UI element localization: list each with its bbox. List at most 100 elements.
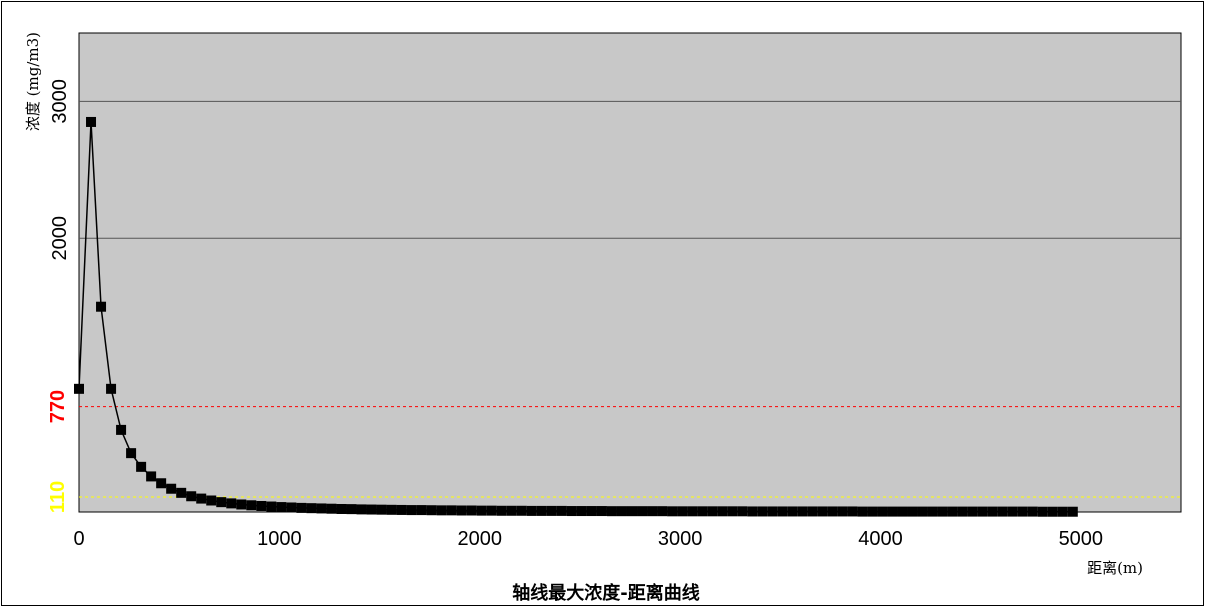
data-point bbox=[126, 448, 137, 459]
data-point bbox=[647, 506, 658, 517]
data-point bbox=[777, 506, 788, 517]
data-point bbox=[406, 505, 417, 516]
x-axis-label: 距离(m) bbox=[1087, 559, 1143, 577]
reference-label: 770 bbox=[47, 390, 69, 423]
data-point bbox=[196, 493, 207, 504]
data-point bbox=[1037, 506, 1048, 517]
data-point bbox=[136, 461, 147, 472]
data-point bbox=[476, 505, 487, 516]
series-layer bbox=[74, 116, 1078, 517]
data-point bbox=[74, 383, 84, 394]
data-point bbox=[226, 498, 237, 509]
data-point bbox=[937, 506, 948, 517]
reference-lines bbox=[79, 406, 1181, 498]
data-point bbox=[596, 506, 607, 517]
data-point bbox=[506, 505, 517, 516]
series-line bbox=[78, 121, 1073, 513]
data-point bbox=[436, 505, 447, 516]
data-point bbox=[86, 116, 97, 127]
data-point bbox=[416, 505, 427, 516]
data-point bbox=[326, 503, 337, 514]
data-point bbox=[466, 505, 477, 516]
data-point bbox=[516, 505, 527, 516]
data-point bbox=[106, 383, 117, 394]
data-point bbox=[967, 506, 978, 517]
data-point bbox=[156, 478, 167, 489]
x-tick-label: 4000 bbox=[858, 528, 903, 550]
data-point bbox=[376, 504, 387, 515]
data-point bbox=[757, 506, 768, 517]
x-tick-label: 1000 bbox=[257, 528, 302, 550]
data-point bbox=[677, 506, 688, 517]
x-tick-label: 5000 bbox=[1059, 528, 1104, 550]
data-point bbox=[546, 505, 557, 516]
data-point bbox=[486, 505, 497, 516]
data-point bbox=[386, 504, 397, 515]
y-tick-label: 3000 bbox=[49, 79, 71, 124]
data-point bbox=[366, 504, 377, 515]
data-point bbox=[346, 504, 357, 515]
reference-label: 110 bbox=[47, 481, 69, 513]
data-point bbox=[657, 506, 668, 517]
data-point bbox=[446, 505, 457, 516]
data-point bbox=[1017, 506, 1028, 517]
data-point bbox=[266, 501, 277, 512]
data-point bbox=[767, 506, 778, 517]
data-point bbox=[797, 506, 808, 517]
data-point bbox=[987, 506, 998, 517]
data-point bbox=[256, 500, 267, 511]
data-point bbox=[877, 506, 888, 517]
data-point bbox=[336, 503, 347, 514]
data-point bbox=[456, 505, 467, 516]
x-tick-label: 3000 bbox=[658, 528, 703, 550]
data-point bbox=[246, 500, 257, 511]
data-point bbox=[707, 506, 718, 517]
data-point bbox=[536, 505, 547, 516]
data-point bbox=[907, 506, 918, 517]
data-point bbox=[1057, 506, 1068, 517]
data-point bbox=[787, 506, 798, 517]
data-point bbox=[717, 506, 728, 517]
data-point bbox=[997, 506, 1008, 517]
data-point bbox=[176, 487, 187, 498]
x-axis: 0 1000 2000 3000 4000 5000 bbox=[73, 528, 1103, 550]
data-point bbox=[1067, 506, 1078, 517]
data-point bbox=[606, 506, 617, 517]
data-point bbox=[977, 506, 988, 517]
data-point bbox=[817, 506, 828, 517]
data-point bbox=[807, 506, 818, 517]
x-tick-label: 2000 bbox=[457, 528, 502, 550]
data-point bbox=[396, 504, 407, 515]
data-point bbox=[186, 491, 197, 502]
data-point bbox=[166, 483, 177, 494]
data-point bbox=[616, 506, 627, 517]
data-point bbox=[296, 502, 307, 513]
data-point bbox=[526, 505, 537, 516]
data-point bbox=[667, 506, 678, 517]
data-point bbox=[957, 506, 968, 517]
data-point bbox=[276, 502, 287, 513]
data-point bbox=[566, 506, 577, 517]
data-point bbox=[697, 506, 708, 517]
data-point bbox=[236, 499, 247, 510]
data-point bbox=[627, 506, 638, 517]
data-point bbox=[687, 506, 698, 517]
data-point bbox=[947, 506, 958, 517]
chart-title: 轴线最大浓度-距离曲线 bbox=[512, 582, 699, 604]
data-point bbox=[827, 506, 838, 517]
data-point bbox=[897, 506, 908, 517]
data-point bbox=[867, 506, 878, 517]
data-point bbox=[316, 503, 327, 514]
y-tick-label: 2000 bbox=[49, 216, 71, 260]
data-point bbox=[206, 495, 217, 506]
data-point bbox=[426, 505, 437, 516]
x-tick-label: 0 bbox=[73, 528, 84, 550]
data-point bbox=[637, 506, 648, 517]
data-point bbox=[917, 506, 928, 517]
grid-lines bbox=[79, 100, 1181, 239]
data-point bbox=[837, 506, 848, 517]
data-point bbox=[887, 506, 898, 517]
y-axis-label: 浓度 (mg/m3) bbox=[24, 32, 42, 131]
